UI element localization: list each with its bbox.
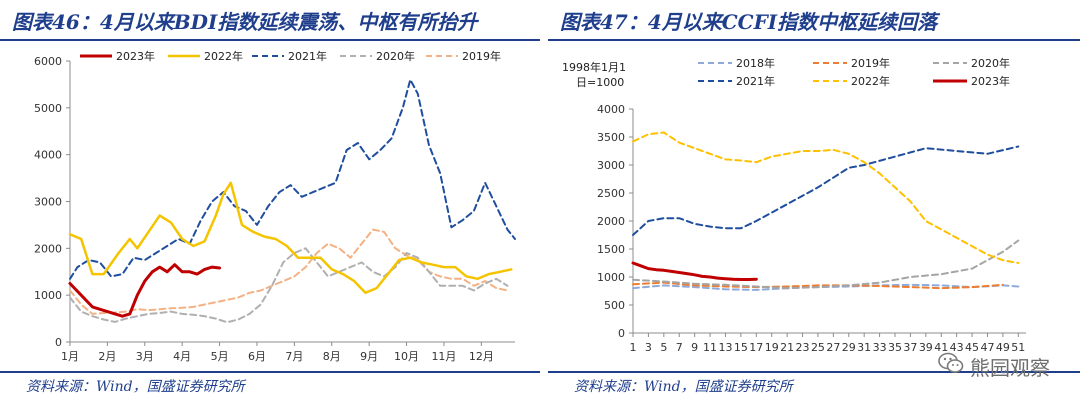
x-tick-label: 7	[676, 341, 683, 354]
series-line-2022年	[68, 181, 513, 295]
bdi-chart: 0 1000 2000 3000 4000 5000 6000 1月 2月 3月 4月 5月 6月 7月 8…	[34, 49, 516, 363]
x-tick-label: 31	[857, 341, 871, 354]
x-tick-label: 47	[980, 341, 994, 354]
y-tick-label: 1500	[597, 243, 625, 256]
series-line-2023年	[631, 261, 758, 281]
title-rule	[548, 39, 1080, 41]
x-tick-label: 51	[1011, 341, 1025, 354]
x-tick-label: 4月	[173, 350, 191, 363]
bdi-chart-title: 图表46：4月以来BDI指数延续震荡、中枢有所抬升	[12, 10, 478, 34]
x-tick-label: 1月	[61, 350, 79, 363]
series-line-2019年	[632, 281, 1004, 290]
x-tick-label: 5	[660, 341, 667, 354]
x-tick-label: 2月	[98, 350, 116, 363]
x-tick-label: 19	[765, 341, 779, 354]
source-rule	[548, 371, 1080, 373]
x-tick-label: 3	[645, 341, 652, 354]
x-tick-label: 1	[630, 341, 637, 354]
x-tick-label: 3月	[136, 350, 154, 363]
ccfi-chart-title: 图表47：4月以来CCFI指数中枢延续回落	[560, 10, 938, 34]
x-tick-label: 15	[734, 341, 748, 354]
unit-note: 1998年1月1	[562, 60, 626, 74]
series-line-2019年	[69, 228, 509, 315]
x-tick-label: 37	[903, 341, 917, 354]
bdi-panel: 图表46：4月以来BDI指数延续震荡、中枢有所抬升 0 1000 2000 3000 4…	[0, 10, 540, 395]
x-tick-label: 12月	[469, 350, 494, 363]
bdi-source-note: 资料来源：Wind，国盛证券研究所	[26, 379, 245, 395]
x-tick-label: 9	[691, 341, 698, 354]
y-tick-label: 4000	[34, 149, 62, 162]
series-line-2022年	[632, 131, 1020, 264]
y-tick-label: 4000	[597, 103, 625, 116]
legend-label: 2019年	[851, 56, 890, 70]
series-line-2023年	[68, 263, 222, 318]
x-tick-label: 8月	[323, 350, 341, 363]
x-tick-label: 23	[796, 341, 810, 354]
ccfi-source-note: 资料来源：Wind，国盛证券研究所	[574, 379, 793, 395]
y-tick-label: 0	[618, 327, 625, 340]
y-tick-label: 1000	[34, 289, 62, 302]
x-tick-label: 25	[811, 341, 825, 354]
legend-label: 2020年	[971, 56, 1010, 70]
y-tick-label: 6000	[34, 55, 62, 68]
legend-label: 2022年	[851, 74, 890, 88]
legend-label: 2023年	[971, 74, 1010, 88]
x-tick-label: 11月	[431, 350, 456, 363]
series-line-2020年	[69, 247, 509, 324]
legend-label: 2023年	[116, 49, 155, 63]
series-line-2021年	[632, 145, 1020, 236]
watermark: 熊园观察	[938, 352, 1050, 381]
legend-label: 2018年	[736, 56, 775, 70]
x-tick-label: 6月	[248, 350, 266, 363]
x-tick-label: 21	[780, 341, 794, 354]
series-line-2021年	[69, 78, 516, 280]
ccfi-panel: 图表47：4月以来CCFI指数中枢延续回落 0 500 1000 1500 2000 25…	[548, 0, 1080, 417]
y-tick-label: 2000	[34, 242, 62, 255]
x-tick-label: 11	[703, 341, 717, 354]
x-tick-label: 29	[842, 341, 856, 354]
legend-label: 2020年	[376, 49, 415, 63]
x-tick-label: 41	[934, 341, 948, 354]
legend-label: 2021年	[288, 49, 327, 63]
y-tick-label: 3500	[597, 131, 625, 144]
y-tick-label: 2000	[597, 215, 625, 228]
x-tick-label: 9月	[360, 350, 378, 363]
x-tick-label: 5月	[211, 350, 229, 363]
source-rule	[0, 371, 540, 373]
y-tick-label: 0	[55, 336, 62, 349]
x-tick-label: 13	[718, 341, 732, 354]
wechat-icon	[938, 352, 964, 373]
legend-label: 2021年	[736, 74, 775, 88]
y-tick-label: 1000	[597, 271, 625, 284]
title-rule	[0, 39, 540, 41]
y-tick-label: 500	[604, 299, 625, 312]
legend-label: 2022年	[204, 49, 243, 63]
x-tick-label: 10月	[394, 350, 419, 363]
x-tick-label: 49	[996, 341, 1010, 354]
watermark-text: 熊园观察	[970, 356, 1050, 380]
x-tick-label: 7月	[285, 350, 303, 363]
y-tick-label: 5000	[34, 102, 62, 115]
x-tick-label: 17	[749, 341, 763, 354]
x-tick-label: 39	[919, 341, 933, 354]
legend-label: 2019年	[462, 49, 501, 63]
x-tick-label: 35	[888, 341, 902, 354]
x-tick-label: 45	[965, 341, 979, 354]
y-tick-label: 2500	[597, 187, 625, 200]
x-tick-label: 27	[826, 341, 840, 354]
series-line-2020年	[632, 239, 1020, 290]
y-tick-label: 3000	[597, 159, 625, 172]
unit-note: 日=1000	[576, 76, 624, 89]
y-tick-label: 3000	[34, 196, 62, 209]
x-tick-label: 43	[950, 341, 964, 354]
x-tick-label: 33	[873, 341, 887, 354]
